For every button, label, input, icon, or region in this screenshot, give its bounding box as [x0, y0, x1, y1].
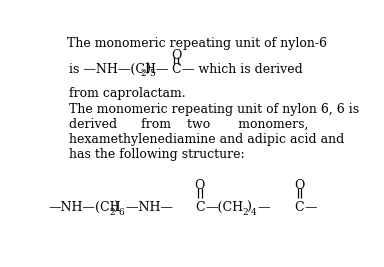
Text: — which is derived: — which is derived [182, 62, 303, 76]
Text: —NH—: —NH— [122, 201, 173, 214]
Text: ): ) [246, 201, 251, 214]
Text: —NH—(CH: —NH—(CH [48, 201, 121, 214]
Text: O: O [195, 179, 205, 192]
Text: 2: 2 [242, 208, 248, 217]
Text: —: — [254, 201, 271, 214]
Text: —: — [305, 201, 317, 214]
Text: ): ) [145, 62, 150, 76]
Text: —(CH: —(CH [205, 201, 243, 214]
Text: The monomeric repeating unit of nylon-6: The monomeric repeating unit of nylon-6 [67, 37, 327, 50]
Text: O: O [171, 49, 181, 62]
Text: 2: 2 [109, 208, 115, 217]
Text: 2: 2 [140, 69, 146, 78]
Text: 6: 6 [118, 208, 124, 217]
Text: hexamethylenediamine and adipic acid and: hexamethylenediamine and adipic acid and [69, 133, 344, 146]
Text: derived      from    two       monomers,: derived from two monomers, [69, 118, 308, 131]
Text: The monomeric repeating unit of nylon 6, 6 is: The monomeric repeating unit of nylon 6,… [69, 103, 359, 116]
Text: has the following structure:: has the following structure: [69, 148, 245, 161]
Text: C: C [195, 201, 205, 214]
Text: ): ) [114, 201, 118, 214]
Text: is —NH—(CH: is —NH—(CH [69, 62, 156, 76]
Text: 4: 4 [250, 208, 256, 217]
Text: —: — [152, 62, 169, 76]
Text: O: O [294, 179, 305, 192]
Text: 5: 5 [149, 69, 155, 78]
Text: C: C [171, 62, 181, 76]
Text: C: C [295, 201, 304, 214]
Text: from caprolactam.: from caprolactam. [69, 87, 185, 100]
